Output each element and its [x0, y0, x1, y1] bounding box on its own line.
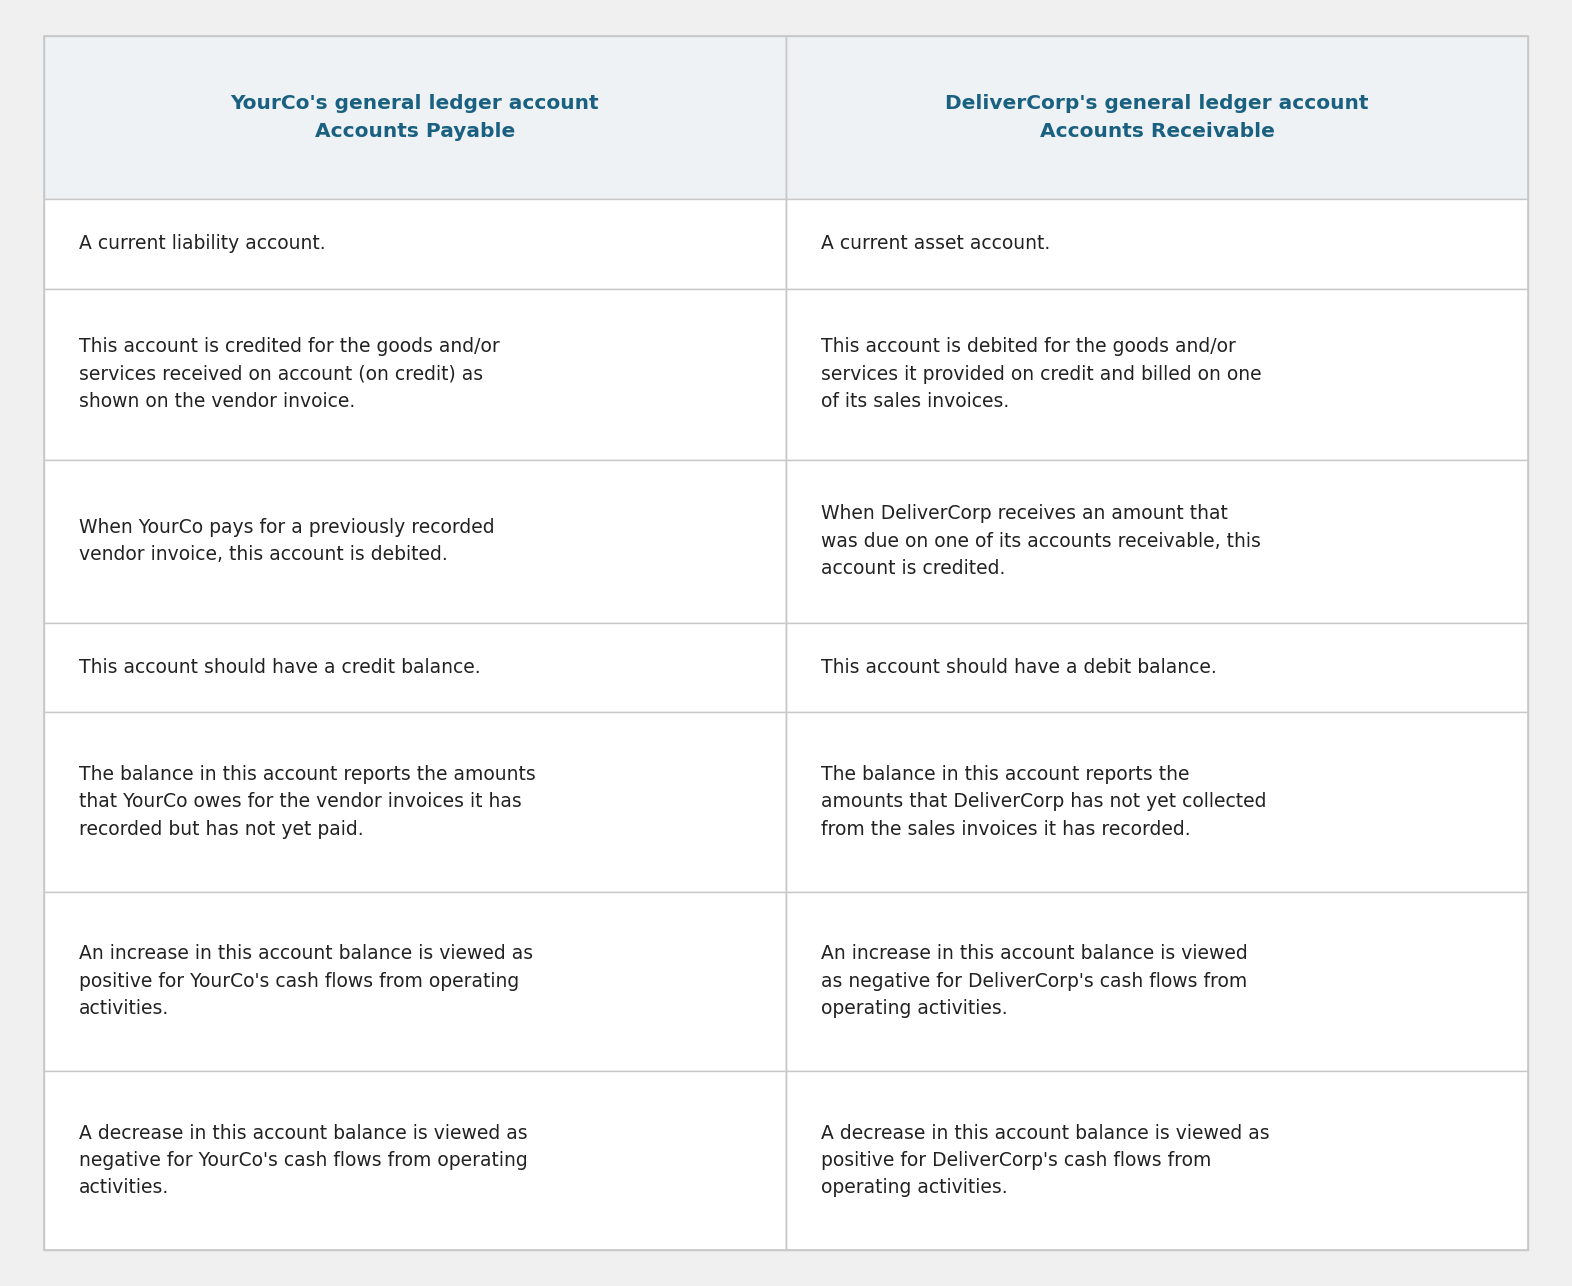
- Bar: [786, 1071, 1528, 1250]
- Text: An increase in this account balance is viewed
as negative for DeliverCorp's cash: An increase in this account balance is v…: [821, 944, 1247, 1019]
- Text: A decrease in this account balance is viewed as
positive for DeliverCorp's cash : A decrease in this account balance is vi…: [821, 1124, 1269, 1197]
- Bar: [44, 712, 786, 891]
- Bar: [44, 199, 786, 288]
- Text: When DeliverCorp receives an amount that
was due on one of its accounts receivab: When DeliverCorp receives an amount that…: [821, 504, 1261, 577]
- Bar: [44, 891, 786, 1071]
- Bar: [786, 288, 1528, 459]
- Text: A decrease in this account balance is viewed as
negative for YourCo's cash flows: A decrease in this account balance is vi…: [79, 1124, 527, 1197]
- Text: The balance in this account reports the
amounts that DeliverCorp has not yet col: The balance in this account reports the …: [821, 765, 1265, 838]
- Bar: [44, 622, 786, 712]
- Text: A current liability account.: A current liability account.: [79, 234, 325, 253]
- Text: This account should have a credit balance.: This account should have a credit balanc…: [79, 658, 479, 676]
- Text: DeliverCorp's general ledger account
Accounts Receivable: DeliverCorp's general ledger account Acc…: [945, 94, 1369, 140]
- Bar: [44, 36, 786, 199]
- Bar: [786, 891, 1528, 1071]
- Text: This account is debited for the goods and/or
services it provided on credit and : This account is debited for the goods an…: [821, 337, 1261, 412]
- Text: An increase in this account balance is viewed as
positive for YourCo's cash flow: An increase in this account balance is v…: [79, 944, 533, 1019]
- Text: This account should have a debit balance.: This account should have a debit balance…: [821, 658, 1217, 676]
- Text: A current asset account.: A current asset account.: [821, 234, 1050, 253]
- Text: This account is credited for the goods and/or
services received on account (on c: This account is credited for the goods a…: [79, 337, 500, 412]
- Bar: [786, 459, 1528, 622]
- Bar: [44, 1071, 786, 1250]
- Text: YourCo's general ledger account
Accounts Payable: YourCo's general ledger account Accounts…: [231, 94, 599, 140]
- Text: The balance in this account reports the amounts
that YourCo owes for the vendor : The balance in this account reports the …: [79, 765, 536, 838]
- Bar: [786, 712, 1528, 891]
- Text: When YourCo pays for a previously recorded
vendor invoice, this account is debit: When YourCo pays for a previously record…: [79, 518, 494, 565]
- Bar: [786, 36, 1528, 199]
- Bar: [44, 459, 786, 622]
- Bar: [786, 622, 1528, 712]
- Bar: [786, 199, 1528, 288]
- Bar: [44, 288, 786, 459]
